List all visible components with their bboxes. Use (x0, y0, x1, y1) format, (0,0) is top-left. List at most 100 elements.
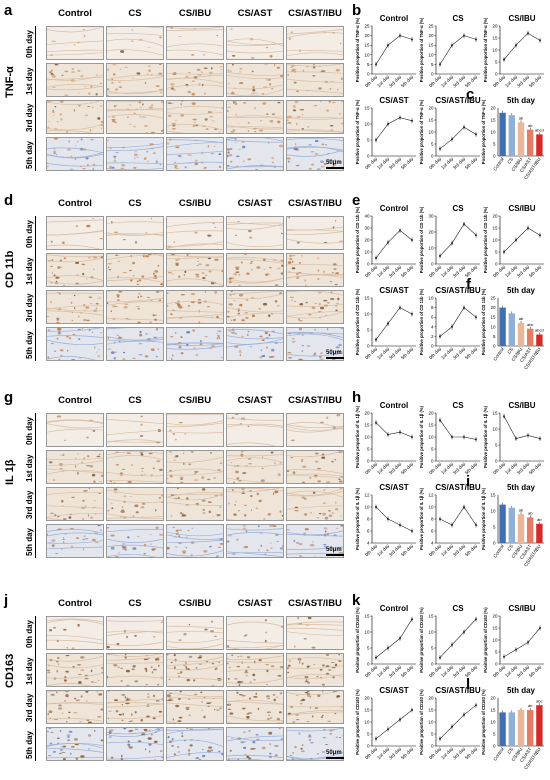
ihc-micrograph-tile (166, 290, 224, 324)
line-chart: CS/AST/IBU Positive proportion of TNF-α (… (419, 96, 484, 174)
ihc-micrograph-tile (46, 413, 104, 447)
x-tick-label: 5th day (400, 543, 415, 558)
data-point (411, 436, 413, 438)
ihc-micrograph-tile (106, 253, 164, 287)
data-point (527, 434, 529, 437)
day-label: 1st day (25, 454, 34, 482)
bar-chart: 5th day Positive proportion of IL 1β (%) 0… (481, 483, 548, 569)
y-tick-label: 20 (490, 696, 496, 701)
y-tick-label: 0 (495, 72, 498, 77)
chart-axes (435, 298, 480, 347)
y-tick-label: 0 (493, 744, 496, 749)
data-point (463, 436, 465, 438)
y-axis-label: Positive proportion of TNF-α (%) (419, 17, 424, 82)
ihc-micrograph-tile (106, 63, 164, 97)
scale-bar-label: 50μm (326, 160, 342, 166)
y-tick-label: 20 (492, 214, 498, 219)
series-line (439, 618, 477, 658)
chart-title: CS/IBU (508, 604, 535, 613)
series-line (439, 126, 477, 150)
ihc-micrograph-tile (226, 690, 284, 724)
y-axis-label: Positive proportion of IL 1β (%) (419, 405, 424, 468)
series-line (503, 416, 541, 439)
bar (508, 313, 515, 346)
ihc-micrograph-tile (166, 26, 224, 60)
data-point (375, 63, 377, 66)
ihc-micrograph-tile (166, 690, 224, 724)
scale-bar-line (326, 757, 344, 759)
y-tick-label: 12 (364, 493, 370, 498)
x-tick-label: 5th day (528, 74, 543, 89)
day-label: 0th day (25, 219, 34, 248)
y-tick-label: 15 (428, 43, 434, 48)
ihc-micrograph-tile (286, 26, 344, 60)
marker-label: CD 11b (4, 250, 16, 288)
line-chart: CS/AST Positive proportion of CD 11b (%) 0… (355, 286, 420, 364)
y-tick-label: 10 (364, 122, 370, 127)
chart-title: CS/IBU (508, 204, 535, 213)
chart-axes (371, 298, 416, 347)
ihc-micrograph-tile (226, 253, 284, 287)
data-point (463, 34, 465, 37)
x-tick-label: Control (492, 544, 505, 559)
row-bracket (35, 616, 36, 761)
ihc-micrograph-tile (226, 216, 284, 250)
series-line (503, 32, 541, 60)
y-axis-label: Positive proportion of CD163 (%) (355, 689, 360, 755)
y-tick-label: 5 (493, 142, 496, 147)
y-tick-label: 5 (493, 732, 496, 737)
x-tick-label: 5th day (464, 264, 479, 279)
column-header: CS (128, 395, 142, 406)
x-tick-label: 5th day (464, 543, 479, 558)
x-tick-label: 5th day (400, 156, 415, 171)
panel-letter: j (4, 592, 9, 609)
ihc-micrograph-tile (106, 487, 164, 521)
data-point (503, 251, 505, 253)
y-axis-label: Positive proportion of IL 1β (%) (419, 487, 424, 550)
x-tick-label: 5th day (400, 346, 415, 361)
significance-label: abc (527, 322, 533, 327)
series-line (439, 506, 477, 526)
y-tick-label: 10 (428, 435, 434, 440)
chart-axes (435, 26, 480, 75)
chart-title: Control (380, 604, 408, 613)
data-point (451, 138, 453, 141)
y-tick-label: 10 (428, 130, 434, 135)
data-point (399, 34, 401, 37)
column-header: CS/IBU (178, 198, 212, 209)
ihc-micrograph-tile (166, 653, 224, 687)
data-point (463, 306, 465, 309)
day-label: 3rd day (25, 490, 34, 519)
y-tick-label: 5 (495, 250, 498, 255)
y-axis-label: Positive proportion of TNF-α (%) (419, 99, 424, 164)
y-axis-label: Positive proportion of CD163 (%) (481, 689, 486, 755)
ihc-micrograph-tile (166, 63, 224, 97)
x-tick-label: Control (492, 157, 505, 172)
line-chart: CS Positive proportion of IL 1β (%) 0 5 10 15… (419, 401, 484, 479)
chart-title: CS/AST/IBU (435, 686, 481, 695)
chart-axes (371, 495, 416, 544)
ihc-micrograph-tile (286, 327, 344, 361)
y-tick-label: 15 (428, 423, 434, 428)
data-point (387, 322, 389, 325)
y-tick-label: 0 (367, 344, 370, 349)
chart-title: CS/IBU (508, 401, 535, 410)
y-tick-label: 25 (364, 24, 370, 29)
data-point (463, 713, 465, 716)
y-axis-label: Positive proportion of CD 11b (%) (419, 288, 424, 355)
data-point (515, 648, 517, 651)
data-point (515, 44, 517, 47)
chart-title: CS/AST (379, 686, 408, 695)
scale-bar: 50μm (326, 160, 344, 169)
chart-title: CS/AST/IBU (435, 483, 481, 492)
scale-bar-label: 50μm (326, 750, 342, 756)
y-tick-label: 5 (367, 328, 370, 333)
chart-axes (371, 698, 416, 747)
ihc-micrograph-tile (46, 253, 104, 287)
ihc-micrograph-tile (226, 327, 284, 361)
y-tick-label: 0 (367, 262, 370, 267)
line-chart: CS/IBU Positive proportion of CD163 (%) 0 5… (483, 604, 548, 682)
ihc-micrograph-tile (106, 100, 164, 134)
column-header: CS/AST (237, 598, 273, 609)
bar (527, 710, 534, 746)
